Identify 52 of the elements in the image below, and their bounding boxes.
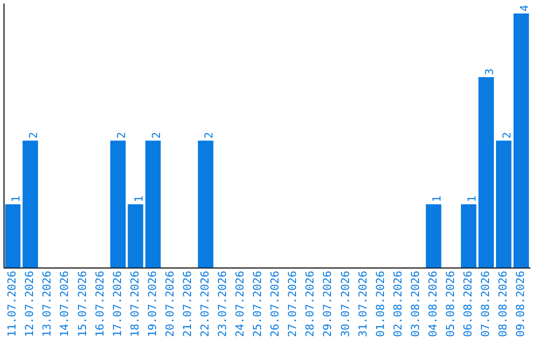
- data-label: 1: [430, 196, 444, 202]
- bar: [145, 140, 161, 268]
- x-tick-label: 25.07.2026: [251, 270, 264, 338]
- x-tick-label: 12.07.2026: [23, 270, 36, 338]
- bar: [110, 140, 126, 268]
- bar: [478, 77, 494, 268]
- x-tick-label: 21.07.2026: [180, 270, 194, 338]
- x-tick-label: 08.08.2026: [496, 270, 510, 338]
- data-label: 2: [27, 132, 40, 139]
- bar: [128, 204, 144, 268]
- x-tick-label: 22.07.2026: [198, 270, 212, 338]
- data-label: 4: [518, 4, 532, 12]
- x-tick-label: 05.08.2026: [444, 270, 457, 338]
- data-label: 3: [483, 68, 496, 76]
- x-tick-label: 20.07.2026: [163, 270, 176, 338]
- x-tick-label: 01.08.2026: [374, 270, 387, 338]
- x-tick-label: 06.08.2026: [461, 270, 474, 338]
- data-label: 1: [132, 196, 146, 202]
- bar: [22, 140, 38, 268]
- x-tick-label: 03.08.2026: [408, 270, 422, 338]
- x-tick-label: 24.07.2026: [234, 270, 247, 338]
- x-tick-label: 11.07.2026: [6, 270, 19, 338]
- x-tick-label: 18.07.2026: [128, 270, 142, 338]
- bar: [496, 140, 512, 268]
- x-tick-label: 28.07.2026: [304, 270, 317, 338]
- x-tick-label: 13.07.2026: [40, 270, 54, 338]
- x-tick-label: 27.07.2026: [286, 270, 300, 338]
- data-label: 1: [10, 196, 23, 202]
- x-tick-label: 23.07.2026: [216, 270, 230, 338]
- data-label: 2: [202, 132, 216, 139]
- x-tick-label: 17.07.2026: [110, 270, 124, 338]
- data-label: 1: [465, 196, 478, 202]
- data-label: 2: [500, 132, 514, 139]
- x-tick-label: 14.07.2026: [58, 270, 72, 338]
- x-tick-label: 19.07.2026: [146, 270, 159, 338]
- data-label: 2: [150, 132, 163, 139]
- x-tick-label: 04.08.2026: [426, 270, 440, 338]
- x-tick-label: 02.08.2026: [391, 270, 404, 338]
- x-tick-label: 26.07.2026: [268, 270, 282, 338]
- x-tick-label: 07.08.2026: [479, 270, 492, 338]
- bar: [460, 204, 476, 268]
- bar: [5, 204, 20, 268]
- bar: [198, 140, 214, 268]
- x-tick-label: 29.07.2026: [321, 270, 334, 338]
- x-tick-label: 30.07.2026: [338, 270, 352, 338]
- x-tick-label: 31.07.2026: [356, 270, 370, 338]
- bar: [426, 204, 442, 268]
- bar: [514, 14, 529, 268]
- data-label: 2: [114, 132, 128, 139]
- x-tick-label: 16.07.2026: [93, 270, 106, 338]
- x-tick-label: 15.07.2026: [76, 270, 89, 338]
- x-tick-label: 09.08.2026: [514, 270, 528, 338]
